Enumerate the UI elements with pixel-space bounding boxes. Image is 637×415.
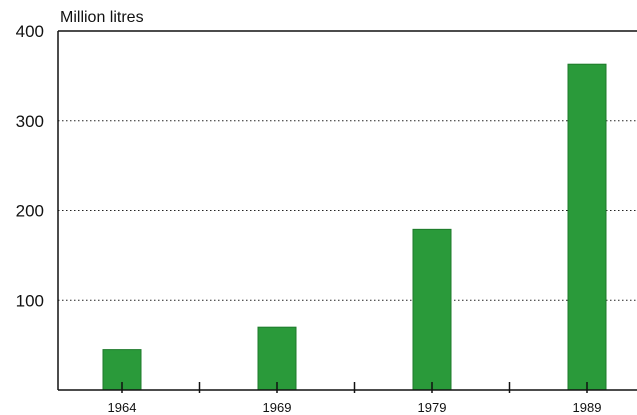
x-tick-label-1979: 1979 — [418, 400, 447, 415]
x-tick-label-1969: 1969 — [263, 400, 292, 415]
y-axis-label: Million litres — [60, 9, 144, 26]
bar-1989 — [567, 63, 607, 391]
axes — [57, 30, 637, 393]
y-tick-label-200: 200 — [16, 202, 44, 221]
x-tick-label-1989: 1989 — [573, 400, 602, 415]
bar-1969 — [257, 326, 297, 391]
y-tick-label-400: 400 — [16, 22, 44, 41]
y-tick-label-100: 100 — [16, 291, 44, 310]
bars — [102, 63, 607, 391]
y-tick-label-300: 300 — [16, 112, 44, 131]
bar-1979 — [412, 228, 452, 391]
x-tick-label-1964: 1964 — [108, 400, 137, 415]
grid-lines — [58, 120, 637, 301]
tick-labels: 100 200 300 400 1964 1969 1979 1989 — [16, 22, 602, 415]
